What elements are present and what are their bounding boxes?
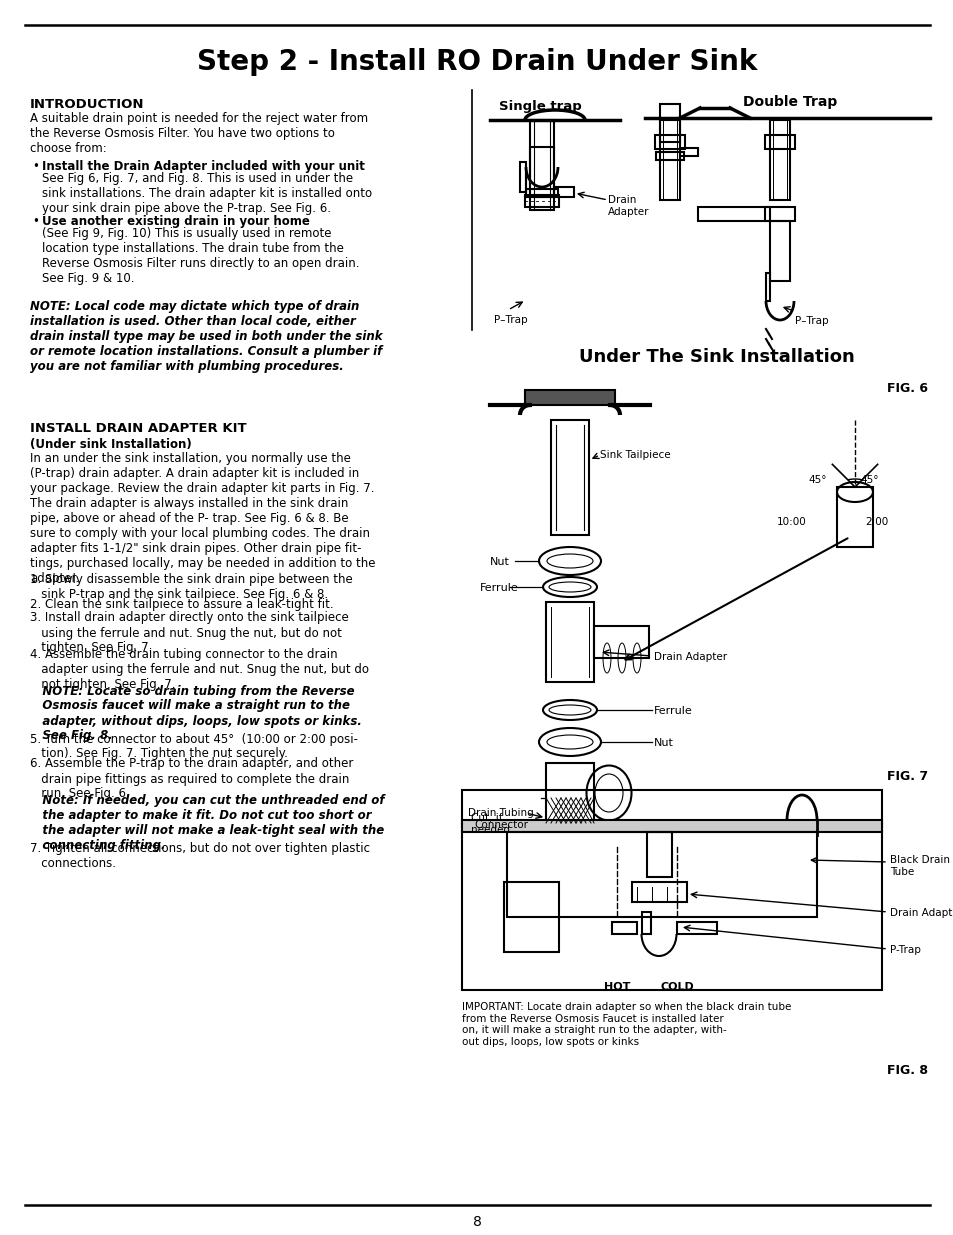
Text: •: • <box>32 161 39 173</box>
Bar <box>519 162 525 191</box>
Text: 45°: 45° <box>807 475 826 485</box>
Text: P-Trap: P-Trap <box>889 945 920 955</box>
Bar <box>530 120 554 210</box>
Text: FIG. 8: FIG. 8 <box>886 1065 927 1077</box>
Text: P–Trap: P–Trap <box>794 316 828 326</box>
Bar <box>659 120 679 200</box>
Text: INSTALL DRAIN ADAPTER KIT: INSTALL DRAIN ADAPTER KIT <box>30 422 247 435</box>
Text: (Under sink Installation): (Under sink Installation) <box>30 438 192 451</box>
Bar <box>554 186 574 198</box>
Bar <box>631 882 686 902</box>
Text: Sink Tailpiece: Sink Tailpiece <box>599 450 670 459</box>
Bar <box>530 147 554 198</box>
Bar <box>656 152 683 161</box>
Text: A suitable drain point is needed for the reject water from
the Reverse Osmosis F: A suitable drain point is needed for the… <box>30 112 368 156</box>
Text: 4. Assemble the drain tubing connector to the drain
   adapter using the ferrule: 4. Assemble the drain tubing connector t… <box>30 648 369 692</box>
Text: INTRODUCTION: INTRODUCTION <box>30 98 144 111</box>
Text: Ferrule: Ferrule <box>654 706 692 716</box>
Text: 3. Install drain adapter directly onto the sink tailpiece
   using the ferrule a: 3. Install drain adapter directly onto t… <box>30 611 349 655</box>
Bar <box>655 135 684 149</box>
Bar <box>769 221 789 282</box>
Text: HOT: HOT <box>603 982 630 992</box>
Text: IMPORTANT: Locate drain adapter so when the black drain tube
from the Reverse Os: IMPORTANT: Locate drain adapter so when … <box>461 1002 791 1047</box>
Text: Black Drain
Tube: Black Drain Tube <box>889 855 949 877</box>
Text: 2. Clean the sink tailpiece to assure a leak-tight fit.: 2. Clean the sink tailpiece to assure a … <box>30 598 334 611</box>
Text: 8: 8 <box>472 1215 481 1229</box>
Text: Under The Sink Installation: Under The Sink Installation <box>578 348 854 366</box>
Text: NOTE: Local code may dictate which type of drain
installation is used. Other tha: NOTE: Local code may dictate which type … <box>30 300 382 373</box>
Text: Drain Adapter: Drain Adapter <box>654 652 726 662</box>
Text: 5. Turn the connector to about 45°  (10:00 or 2:00 posi-
   tion). See Fig. 7. T: 5. Turn the connector to about 45° (10:0… <box>30 732 357 761</box>
Text: Step 2 - Install RO Drain Under Sink: Step 2 - Install RO Drain Under Sink <box>196 48 757 77</box>
Bar <box>698 207 769 221</box>
Text: Drain
Adapter: Drain Adapter <box>607 195 649 216</box>
Bar <box>641 911 650 934</box>
Text: COLD: COLD <box>659 982 693 992</box>
Bar <box>764 135 794 149</box>
Bar <box>659 104 679 142</box>
Text: Double Trap: Double Trap <box>742 95 836 109</box>
Text: P–Trap: P–Trap <box>494 315 527 325</box>
Bar <box>545 763 594 823</box>
Bar <box>551 420 588 535</box>
Text: 1. Slowly disassemble the sink drain pipe between the
   sink P-trap and the sin: 1. Slowly disassemble the sink drain pip… <box>30 573 353 601</box>
Text: FIG. 6: FIG. 6 <box>886 382 927 395</box>
Bar <box>679 148 698 156</box>
Text: Nut: Nut <box>490 557 509 567</box>
Text: 7. Tighten all connections, but do not over tighten plastic
   connections.: 7. Tighten all connections, but do not o… <box>30 842 370 869</box>
Text: 2:00: 2:00 <box>864 517 887 527</box>
Bar <box>594 626 648 658</box>
Text: Ferrule: Ferrule <box>479 583 518 593</box>
Text: NOTE: Locate so drain tubing from the Reverse
   Osmosis faucet will make a stra: NOTE: Locate so drain tubing from the Re… <box>30 684 361 742</box>
Text: Note: If needed, you can cut the unthreaded end of
   the adapter to make it fit: Note: If needed, you can cut the unthrea… <box>30 794 384 852</box>
Text: See Fig 6, Fig. 7, and Fig. 8. This is used in under the
sink installations. The: See Fig 6, Fig. 7, and Fig. 8. This is u… <box>42 172 372 215</box>
Text: Drain Tubing
Connector: Drain Tubing Connector <box>468 808 534 830</box>
Bar <box>506 832 816 918</box>
Bar <box>836 487 872 547</box>
Text: 6. Assemble the P-trap to the drain adapter, and other
   drain pipe fittings as: 6. Assemble the P-trap to the drain adap… <box>30 757 353 800</box>
Text: 45°: 45° <box>859 475 878 485</box>
Text: Single trap: Single trap <box>498 100 580 112</box>
Text: 10:00: 10:00 <box>777 517 806 527</box>
Bar <box>461 790 882 990</box>
Bar <box>524 390 615 405</box>
Text: In an under the sink installation, you normally use the
(P-trap) drain adapter. : In an under the sink installation, you n… <box>30 452 375 585</box>
Text: Drain Adapter: Drain Adapter <box>889 908 953 918</box>
Bar <box>545 601 594 682</box>
Bar <box>503 882 558 952</box>
Bar <box>461 820 882 832</box>
Text: FIG. 7: FIG. 7 <box>886 769 927 783</box>
Bar <box>525 189 558 198</box>
Text: Cut, if
needed.: Cut, if needed. <box>471 813 513 835</box>
Bar <box>524 195 558 207</box>
Bar <box>765 273 769 301</box>
Text: Install the Drain Adapter included with your unit: Install the Drain Adapter included with … <box>42 161 364 173</box>
Text: (See Fig 9, Fig. 10) This is usually used in remote
location type installations.: (See Fig 9, Fig. 10) This is usually use… <box>42 227 359 285</box>
Bar <box>677 923 717 934</box>
Bar <box>769 120 789 200</box>
Text: •: • <box>32 215 39 228</box>
Text: Use another existing drain in your home: Use another existing drain in your home <box>42 215 310 228</box>
Bar <box>612 923 637 934</box>
Bar <box>764 207 794 221</box>
Text: Nut: Nut <box>654 739 673 748</box>
Bar <box>646 832 671 877</box>
